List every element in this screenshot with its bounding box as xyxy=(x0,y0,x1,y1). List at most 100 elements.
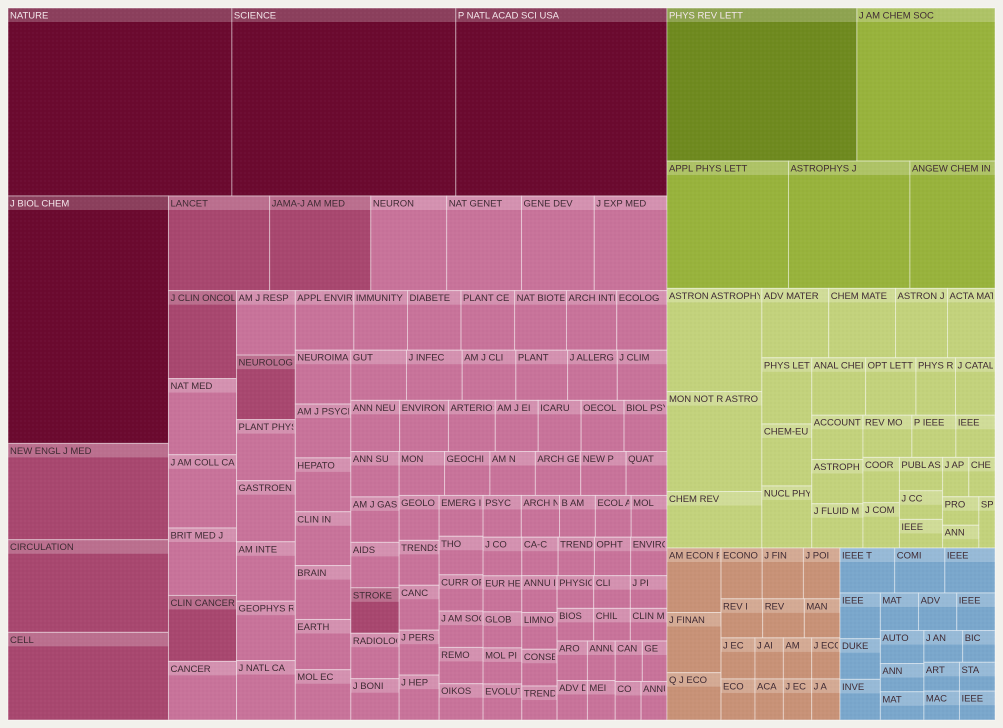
treemap-cell-bios[interactable]: BIOS xyxy=(556,607,595,642)
treemap-cell-can-m[interactable]: CAN M xyxy=(614,640,648,682)
treemap-cell-geolo[interactable]: GEOLO xyxy=(398,494,440,541)
treemap-cell-eco[interactable]: ECO xyxy=(720,678,756,721)
treemap-cell-publ-as[interactable]: PUBL AS xyxy=(898,456,944,492)
treemap-cell-man[interactable]: MAN xyxy=(803,598,841,639)
treemap-cell-chem-eu[interactable]: CHEM-EU xyxy=(761,423,813,487)
treemap-cell-chil[interactable]: CHIL xyxy=(593,607,631,642)
treemap-cell-science[interactable]: SCIENCE xyxy=(231,7,457,197)
treemap-cell-q-j-eco[interactable]: Q J ECO xyxy=(666,672,722,721)
treemap-cell-gut[interactable]: GUT xyxy=(350,349,408,401)
treemap-cell-ieee[interactable]: IEEE xyxy=(955,414,996,458)
treemap-cell-eur-he[interactable]: EUR HE xyxy=(482,575,523,613)
treemap-cell-aro[interactable]: ARO xyxy=(556,640,588,682)
treemap-cell-hepato[interactable]: HEPATO xyxy=(294,457,352,513)
treemap-cell-am-econ-re[interactable]: AM ECON RE xyxy=(666,547,729,613)
treemap-cell-mol-pi[interactable]: MOL PI xyxy=(482,647,523,685)
treemap-cell-clin-cancer-r[interactable]: CLIN CANCER R xyxy=(167,594,244,662)
treemap-cell-j-ec[interactable]: J EC xyxy=(720,637,756,680)
treemap-cell-j-fin[interactable]: J FIN xyxy=(761,547,804,600)
treemap-cell-oecol[interactable]: OECOL xyxy=(580,399,625,452)
treemap-cell-emerg-i[interactable]: EMERG I xyxy=(438,494,484,537)
treemap-cell-aids[interactable]: AIDS xyxy=(350,541,400,589)
treemap-cell-angew-chem-in[interactable]: ANGEW CHEM IN xyxy=(909,160,996,289)
treemap-cell-earth[interactable]: EARTH xyxy=(294,618,352,671)
treemap-cell-adv-mater[interactable]: ADV MATER xyxy=(761,287,830,359)
treemap-cell-nucl-phy[interactable]: NUCL PHY xyxy=(761,485,813,549)
treemap-cell-j-finan[interactable]: J FINAN xyxy=(666,612,722,674)
treemap-cell-j-pers-s[interactable]: J PERS S xyxy=(398,629,443,676)
treemap-cell-jama-j-am-med[interactable]: JAMA-J AM MED xyxy=(269,195,372,292)
treemap-cell-lancet[interactable]: LANCET xyxy=(167,195,271,292)
treemap-cell-j-clim[interactable]: J CLIM xyxy=(616,349,668,401)
treemap-cell-phys-re[interactable]: PHYS RE xyxy=(915,357,960,416)
treemap-cell-nat-med[interactable]: NAT MED xyxy=(167,378,238,456)
treemap-cell-art[interactable]: ART xyxy=(923,661,960,692)
treemap-cell-circulation[interactable]: CIRCULATION xyxy=(7,539,169,633)
treemap-cell-environ[interactable]: ENVIRON xyxy=(399,399,449,452)
treemap-cell-clin-m[interactable]: CLIN M xyxy=(629,607,668,642)
treemap-cell-ann[interactable]: ANN xyxy=(879,663,925,693)
treemap-cell-duke[interactable]: DUKE xyxy=(839,638,881,680)
treemap-cell-rev-mo[interactable]: REV MO xyxy=(862,414,913,458)
treemap-cell-geochi[interactable]: GEOCHI xyxy=(444,450,491,496)
treemap-cell-nat-genet[interactable]: NAT GENET xyxy=(446,195,523,292)
treemap-cell-mei[interactable]: MEI xyxy=(586,680,616,721)
treemap-cell-j-infec[interactable]: J INFEC xyxy=(406,349,463,401)
treemap-cell-arch-ne[interactable]: ARCH NE xyxy=(520,494,566,538)
treemap-cell-ieee[interactable]: IEEE xyxy=(898,518,944,549)
treemap-cell-diabete[interactable]: DIABETE xyxy=(406,290,462,351)
treemap-cell-trend[interactable]: TREND xyxy=(557,536,595,577)
treemap-cell-adv[interactable]: ADV xyxy=(918,592,958,632)
treemap-cell-oikos[interactable]: OIKOS xyxy=(438,683,484,721)
treemap-cell-sta[interactable]: STA xyxy=(958,661,996,692)
treemap-cell-che[interactable]: CHE xyxy=(968,456,996,498)
treemap-cell-phys-rev-lett[interactable]: PHYS REV LETT xyxy=(666,7,858,162)
treemap-cell-comi[interactable]: COMI xyxy=(894,547,946,594)
treemap-cell-psyc[interactable]: PSYC xyxy=(482,494,522,538)
treemap-cell-am-n[interactable]: AM N xyxy=(489,450,536,496)
treemap-cell-mol-ec[interactable]: MOL EC xyxy=(294,669,352,721)
treemap-cell-astron-j[interactable]: ASTRON J xyxy=(895,287,948,359)
treemap-cell-account[interactable]: ACCOUNT xyxy=(811,414,864,460)
treemap-cell-am-j-ei[interactable]: AM J EI xyxy=(494,399,539,452)
treemap-cell-mat[interactable]: MAT xyxy=(879,691,925,721)
treemap-cell-neuron[interactable]: NEURON xyxy=(370,195,448,292)
treemap-cell-plant[interactable]: PLANT xyxy=(515,349,569,401)
treemap-cell-neuroimag[interactable]: NEUROIMAG xyxy=(294,349,356,405)
treemap-cell-annu-re[interactable]: ANNU RE xyxy=(521,575,567,613)
treemap-cell-astroph[interactable]: ASTROPH xyxy=(811,458,864,505)
treemap-cell-ieee[interactable]: IEEE xyxy=(956,592,996,632)
treemap-cell-nature[interactable]: NATURE xyxy=(7,7,233,197)
treemap-cell-am-j-gas[interactable]: AM J GAS xyxy=(350,496,400,543)
treemap-cell-new-engl-j-med[interactable]: NEW ENGL J MED xyxy=(7,442,169,541)
treemap-cell-j-am-coll-card[interactable]: J AM COLL CARD xyxy=(167,454,248,529)
treemap-cell-j-boni[interactable]: J BONI xyxy=(350,678,400,721)
treemap-cell-j-ec[interactable]: J EC xyxy=(782,678,813,721)
treemap-cell-mac[interactable]: MAC xyxy=(923,690,960,721)
treemap-cell-mon-not-r-astro[interactable]: MON NOT R ASTRO xyxy=(666,391,763,493)
treemap-cell-brit-med-j[interactable]: BRIT MED J xyxy=(167,527,238,596)
treemap-cell-quat[interactable]: QUAT xyxy=(625,450,668,496)
treemap-cell-glob[interactable]: GLOB xyxy=(482,611,523,649)
treemap-cell-co[interactable]: CO xyxy=(614,680,642,721)
treemap-cell-ge[interactable]: GE xyxy=(641,640,668,682)
treemap-cell-j-hep[interactable]: J HEP xyxy=(398,674,440,721)
treemap-cell-arch-ge[interactable]: ARCH GE xyxy=(534,450,582,496)
treemap-cell-j-a[interactable]: J A xyxy=(811,678,841,721)
treemap-cell-pro[interactable]: PRO xyxy=(942,496,980,526)
treemap-cell-chem-mate[interactable]: CHEM MATE xyxy=(828,287,897,359)
treemap-cell-brain[interactable]: BRAIN xyxy=(294,565,352,620)
treemap-cell-j-poi[interactable]: J POI xyxy=(802,547,841,600)
treemap-cell-astron-astrophys[interactable]: ASTRON ASTROPHYS xyxy=(666,287,769,393)
treemap-cell-j-am-soc-n[interactable]: J AM SOC N xyxy=(438,610,495,648)
treemap-cell-bic[interactable]: BIC xyxy=(962,630,996,663)
treemap-cell-am-j-cli[interactable]: AM J CLI xyxy=(461,349,517,401)
treemap-cell-j-natl-ca[interactable]: J NATL CA xyxy=(236,660,296,721)
treemap-cell-opht[interactable]: OPHT xyxy=(593,536,632,577)
treemap-cell-j-an[interactable]: J AN xyxy=(923,630,964,663)
treemap-cell-ieee[interactable]: IEEE xyxy=(839,592,881,640)
treemap-cell-immunity[interactable]: IMMUNITY xyxy=(353,290,408,351)
treemap-cell-inve[interactable]: INVE xyxy=(839,678,881,721)
treemap-cell-j-exp-med[interactable]: J EXP MED xyxy=(593,195,668,292)
treemap-cell-j-co[interactable]: J CO xyxy=(482,536,523,577)
